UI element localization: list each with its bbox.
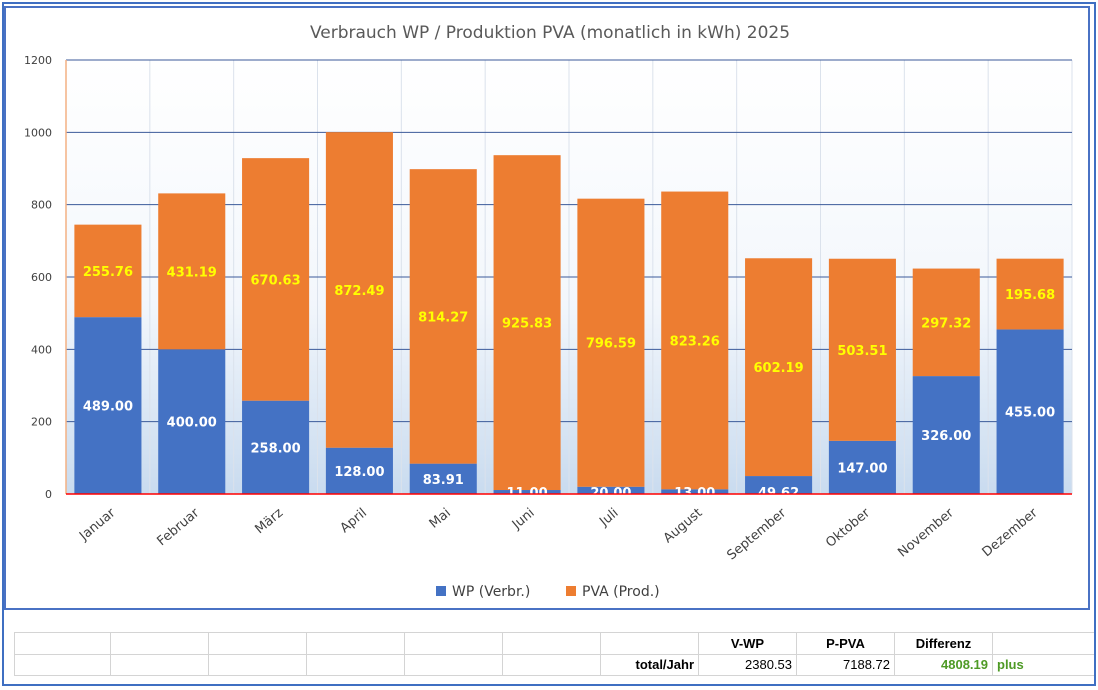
bar-wp-November	[912, 376, 980, 494]
bar-wp-Juli	[577, 486, 645, 494]
bar-pva-August	[661, 191, 729, 490]
bar-pva-März	[242, 158, 310, 401]
data-label-pva: 503.51	[837, 344, 887, 359]
y-tick-label: 1000	[24, 126, 52, 139]
bar-pva-Juni	[493, 155, 561, 491]
x-tick-label: September	[724, 505, 789, 563]
bar-wp-Juni	[493, 490, 561, 494]
legend-label-wp: WP (Verbr.)	[452, 584, 530, 600]
x-tick-label: Mai	[427, 506, 454, 532]
y-tick-label: 800	[31, 199, 52, 212]
bar-wp-August	[661, 489, 729, 494]
data-label-pva: 872.49	[334, 284, 384, 299]
bar-pva-Mai	[409, 169, 477, 464]
data-label-pva: 431.19	[167, 265, 217, 280]
total-label: total/Jahr	[600, 653, 699, 676]
bar-wp-Januar	[74, 317, 142, 494]
x-tick-label: November	[895, 505, 957, 560]
data-label-wp: 147.00	[837, 461, 887, 476]
bar-pva-September	[745, 258, 813, 477]
data-label-wp: 128.00	[334, 465, 384, 480]
data-label-pva: 255.76	[83, 265, 133, 280]
x-tick-label: März	[252, 505, 286, 537]
x-tick-label: August	[661, 506, 705, 547]
bar-wp-April	[325, 447, 393, 494]
total-differenz: 4808.19	[894, 653, 993, 676]
header-differenz: Differenz	[894, 632, 993, 655]
total-v-wp: 2380.53	[698, 653, 797, 676]
bar-pva-November	[912, 268, 980, 377]
x-tick-label: Februar	[154, 505, 202, 549]
x-tick-label: April	[338, 506, 370, 537]
data-label-pva: 925.83	[502, 317, 552, 332]
x-tick-label: Oktober	[823, 505, 873, 551]
y-tick-label: 1200	[24, 54, 52, 67]
chart: Verbrauch WP / Produktion PVA (monatlich…	[24, 23, 1073, 600]
legend: WP (Verbr.) PVA (Prod.)	[436, 584, 660, 600]
data-label-wp: 455.00	[1005, 406, 1055, 421]
bar-pva-Januar	[74, 224, 142, 318]
data-label-wp: 326.00	[921, 429, 971, 444]
chart-title: Verbrauch WP / Produktion PVA (monatlich…	[310, 23, 790, 43]
data-label-pva: 670.63	[250, 273, 300, 288]
x-tick-label: Juni	[509, 506, 538, 534]
legend-swatch-wp	[436, 586, 446, 596]
bar-wp-Februar	[158, 349, 226, 494]
summary-table: V-WP P-PVA Differenz total/Jahr 2380.53 …	[14, 632, 1095, 676]
data-label-pva: 602.19	[753, 361, 803, 376]
bar-pva-Dezember	[996, 258, 1064, 330]
y-tick-label: 0	[45, 488, 52, 501]
bar-wp-Oktober	[828, 440, 896, 494]
bar-pva-Oktober	[828, 258, 896, 441]
data-label-wp: 400.00	[167, 416, 217, 431]
data-label-pva: 814.27	[418, 310, 468, 325]
bar-pva-Februar	[158, 193, 226, 350]
legend-label-pva: PVA (Prod.)	[582, 584, 660, 600]
header-p-pva: P-PVA	[796, 632, 895, 655]
header-v-wp: V-WP	[698, 632, 797, 655]
x-tick-label: Januar	[76, 505, 119, 544]
bar-wp-Dezember	[996, 329, 1064, 494]
summary-header-row: V-WP P-PVA Differenz	[14, 632, 1095, 655]
total-p-pva: 7188.72	[796, 653, 895, 676]
legend-swatch-pva	[566, 586, 576, 596]
data-label-pva: 195.68	[1005, 288, 1055, 303]
bar-pva-Juli	[577, 198, 645, 487]
bar-pva-April	[325, 132, 393, 448]
data-label-pva: 297.32	[921, 316, 971, 331]
differenz-note: plus	[992, 653, 1095, 676]
data-label-pva: 796.59	[586, 337, 636, 352]
bar-wp-September	[745, 476, 813, 494]
data-label-wp: 489.00	[83, 400, 133, 415]
data-label-wp: 83.91	[423, 473, 464, 488]
y-tick-label: 200	[31, 416, 52, 429]
bar-wp-Mai	[409, 463, 477, 494]
summary-total-row: total/Jahr 2380.53 7188.72 4808.19 plus	[14, 653, 1095, 676]
y-tick-label: 600	[31, 271, 52, 284]
data-label-pva: 823.26	[670, 334, 720, 349]
x-tick-label: Dezember	[980, 505, 1042, 560]
bar-wp-März	[242, 400, 310, 494]
data-label-wp: 258.00	[250, 441, 300, 456]
x-tick-label: Juli	[596, 506, 621, 531]
y-tick-label: 400	[31, 343, 52, 356]
